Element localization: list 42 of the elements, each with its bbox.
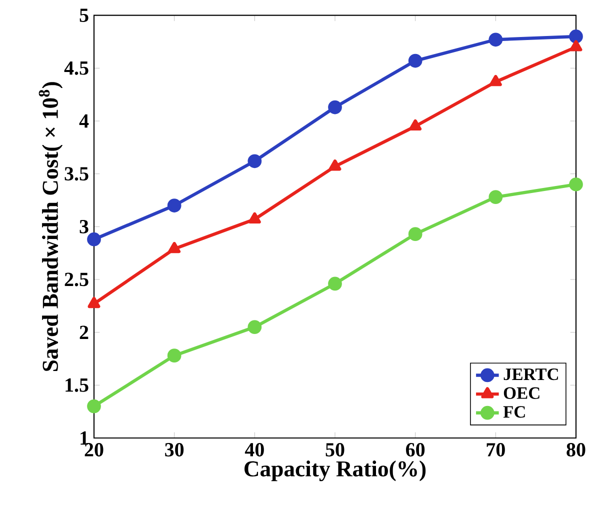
x-tick-label: 40 [244,442,264,456]
point [488,190,503,204]
point [569,177,583,192]
point [570,40,582,52]
point [248,154,262,168]
point [248,212,261,224]
point [167,348,182,363]
point [168,242,181,254]
y-tick-label: 2.5 [64,272,88,286]
point [248,320,262,334]
point [328,276,342,291]
point [569,30,583,44]
point [489,74,502,86]
x-tick-label: 50 [326,442,344,456]
point [88,296,100,308]
y-axis-title: Saved Bandwidth Cost( × 10$^{8}$) [38,82,63,371]
legend-label: OEC [504,387,540,399]
point [87,232,101,246]
x-tick-label: 60 [406,442,425,456]
x-tick-label: 20 [84,442,104,456]
y-tick-label: 3.5 [64,167,88,181]
y-tick-label: 5 [80,8,88,22]
point [167,198,182,212]
x-tick-label: 30 [165,442,184,456]
legend-label: FC [503,406,525,418]
x-tick-label: 70 [486,442,505,456]
point [488,32,503,47]
y-tick-label: 1.5 [66,378,88,392]
x-tick-label: 80 [566,442,586,456]
point [408,54,422,68]
y-tick-label: 4 [79,114,89,128]
legend-label: JERTC [504,368,558,380]
point [409,119,422,131]
point [87,399,101,414]
point [408,227,422,241]
x-axis-title: Capacity Ratio(%) [244,460,426,482]
y-tick-label: 2 [80,326,88,339]
y-tick-label: 1 [80,431,88,445]
y-tick-label: 3 [80,220,88,234]
y-tick-label: 4.5 [64,61,88,75]
point [328,100,342,114]
point [328,160,342,171]
